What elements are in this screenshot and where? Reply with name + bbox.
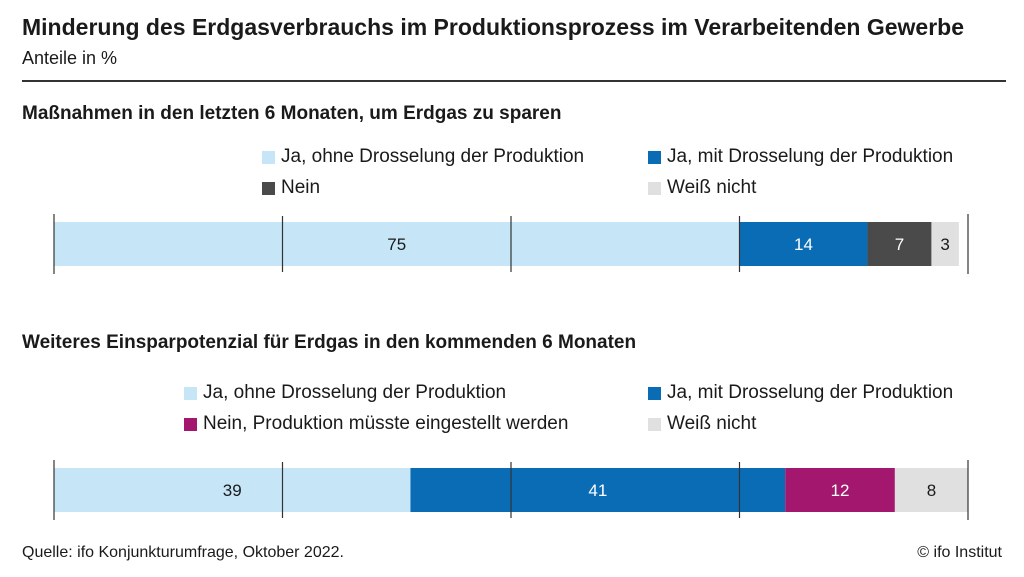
bar-value-label: 3 (940, 235, 949, 254)
bar-segment (410, 468, 786, 512)
legend-label: Weiß nicht (667, 177, 757, 198)
section-title-future: Weiteres Einsparpotenzial für Erdgas in … (22, 332, 637, 353)
bar-value-label: 14 (794, 235, 813, 254)
legend-swatch (184, 417, 197, 431)
legend-label: Ja, mit Drosselung der Produktion (667, 146, 954, 167)
legend-item-ja-ohne-past: Ja, ohne Drosselung der Produktion (262, 146, 584, 168)
legend-item-nein-future: Nein, Produktion müsste eingestellt werd… (184, 413, 568, 435)
legend-label: Ja, mit Drosselung der Produktion (667, 382, 954, 403)
legend-swatch (648, 181, 661, 195)
legend-item-weiss-future: Weiß nicht (648, 413, 756, 435)
title-divider (22, 80, 1006, 82)
bar-value-label: 7 (895, 235, 904, 254)
legend-swatch (262, 181, 275, 195)
bar-segment (867, 222, 932, 266)
credit-note: © ifo Institut (917, 544, 1002, 561)
bar-segment (785, 468, 895, 512)
legend-item-nein-past: Nein (262, 177, 320, 199)
bar-value-label: 41 (588, 481, 607, 500)
bar-segment (54, 468, 411, 512)
legend-item-ja-mit-past: Ja, mit Drosselung der Produktion (648, 146, 953, 168)
chart-subtitle: Anteile in % (22, 48, 118, 68)
bar-segment (739, 222, 868, 266)
legend-item-ja-ohne-future: Ja, ohne Drosselung der Produktion (184, 382, 506, 404)
bar-value-label: 12 (831, 481, 850, 500)
legend-label: Nein (281, 177, 321, 198)
legend-label: Weiß nicht (667, 413, 757, 434)
legend-swatch (648, 150, 661, 164)
bar-value-label: 75 (387, 235, 406, 254)
legend-label: Ja, ohne Drosselung der Produktion (281, 146, 585, 167)
bar-segment (894, 468, 968, 512)
bar-segment (931, 222, 959, 266)
legend-label: Ja, ohne Drosselung der Produktion (203, 382, 507, 403)
bar-value-label: 39 (223, 481, 242, 500)
chart-title: Minderung des Erdgasverbrauchs im Produk… (22, 14, 964, 40)
bar-segment (54, 222, 740, 266)
legend-label: Nein, Produktion müsste eingestellt werd… (203, 413, 569, 434)
legend-swatch (648, 417, 661, 431)
legend-item-weiss-past: Weiß nicht (648, 177, 756, 199)
bar-value-label: 8 (927, 481, 936, 500)
legend-swatch (648, 386, 661, 400)
legend-item-ja-mit-future: Ja, mit Drosselung der Produktion (648, 382, 953, 404)
section-title-past: Maßnahmen in den letzten 6 Monaten, um E… (22, 103, 562, 124)
source-note: Quelle: ifo Konjunkturumfrage, Oktober 2… (22, 544, 344, 561)
legend-swatch (184, 386, 197, 400)
legend-swatch (262, 150, 275, 164)
